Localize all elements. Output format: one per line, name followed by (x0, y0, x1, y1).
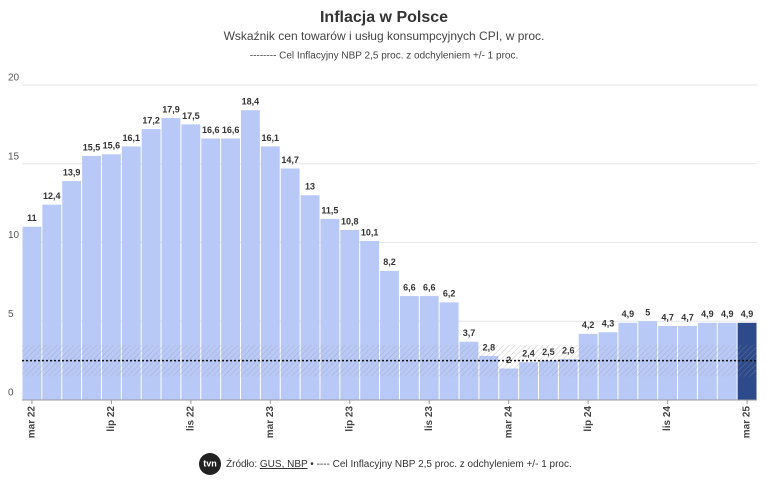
value-label: 3,7 (463, 328, 476, 338)
source-link[interactable]: GUS, NBP (260, 459, 308, 470)
value-label: 4,7 (681, 312, 694, 322)
bar (82, 155, 101, 400)
value-label: 6,2 (443, 289, 456, 299)
bar (241, 110, 260, 400)
bar (201, 138, 221, 401)
x-tick-label: mar 23 (265, 406, 276, 439)
value-label: 11,5 (321, 205, 338, 215)
value-label: 16,1 (122, 133, 140, 143)
x-tick-label: mar 22 (27, 406, 38, 439)
source: Źródło: GUS, NBP • ---- Cel Inflacyjny N… (226, 457, 572, 470)
value-label: 13 (305, 182, 315, 192)
source-prefix: Źródło: (226, 457, 260, 470)
value-label: 11 (27, 213, 37, 223)
bar (260, 146, 280, 400)
y-tick-label: 15 (8, 151, 20, 162)
note: -------- Cel Inflacyjny NBP 2,5 proc. z … (250, 51, 519, 62)
value-label: 18,4 (242, 97, 260, 107)
value-label: 17,2 (142, 115, 160, 125)
chart-title: Inflacja w Polsce (320, 9, 448, 26)
value-label: 8,2 (383, 257, 396, 267)
x-tick-label: lis 22 (185, 406, 196, 431)
value-label: 6,6 (403, 282, 416, 292)
x-tick-label: lis 23 (424, 406, 435, 431)
bar (161, 118, 181, 400)
bar (380, 270, 399, 400)
value-label: 17,9 (162, 104, 180, 114)
x-tick-label: lip 22 (106, 406, 117, 432)
value-label: 10,8 (341, 216, 359, 226)
source-suffix: • ---- Cel Inflacyjny NBP 2,5 proc. z od… (308, 459, 572, 470)
value-label: 16,6 (222, 125, 240, 135)
value-label: 5 (645, 308, 650, 318)
subtitle: Wskaźnik cen towarów i usług konsumpcyjn… (224, 29, 545, 43)
value-label: 4,3 (602, 319, 615, 329)
logo-icon (199, 453, 221, 475)
value-label: 13,9 (63, 167, 81, 177)
value-label: 4,2 (582, 320, 595, 330)
value-label: 16,1 (262, 133, 280, 143)
value-label: 4,9 (741, 309, 754, 319)
x-tick-label: lip 23 (344, 406, 355, 432)
value-label: 10,1 (361, 227, 379, 237)
bar (141, 129, 161, 400)
y-tick-label: 10 (8, 230, 20, 241)
value-label: 4,9 (622, 309, 635, 319)
value-label: 12,4 (43, 191, 61, 201)
value-label: 6,6 (423, 282, 436, 292)
value-label: 4,7 (661, 312, 674, 322)
logo: tvn (203, 458, 217, 468)
bar (221, 138, 241, 401)
y-tick-label: 20 (8, 73, 20, 84)
bar (101, 154, 121, 400)
bar (181, 124, 201, 400)
value-label: 16,6 (202, 125, 220, 135)
x-tick-label: lip 24 (583, 406, 594, 432)
x-tick-label: mar 25 (742, 406, 753, 439)
value-label: 4,9 (701, 309, 714, 319)
value-label: 15,5 (83, 142, 101, 152)
y-tick-label: 0 (8, 388, 14, 399)
bar (121, 146, 141, 400)
y-tick-label: 5 (8, 309, 14, 320)
value-label: 14,7 (281, 155, 299, 165)
x-tick-label: mar 24 (503, 406, 514, 439)
value-label: 4,9 (721, 309, 734, 319)
x-tick-label: lis 24 (662, 406, 673, 431)
bar (280, 168, 300, 400)
value-label: 17,5 (182, 111, 200, 121)
value-label: 15,6 (103, 141, 121, 151)
